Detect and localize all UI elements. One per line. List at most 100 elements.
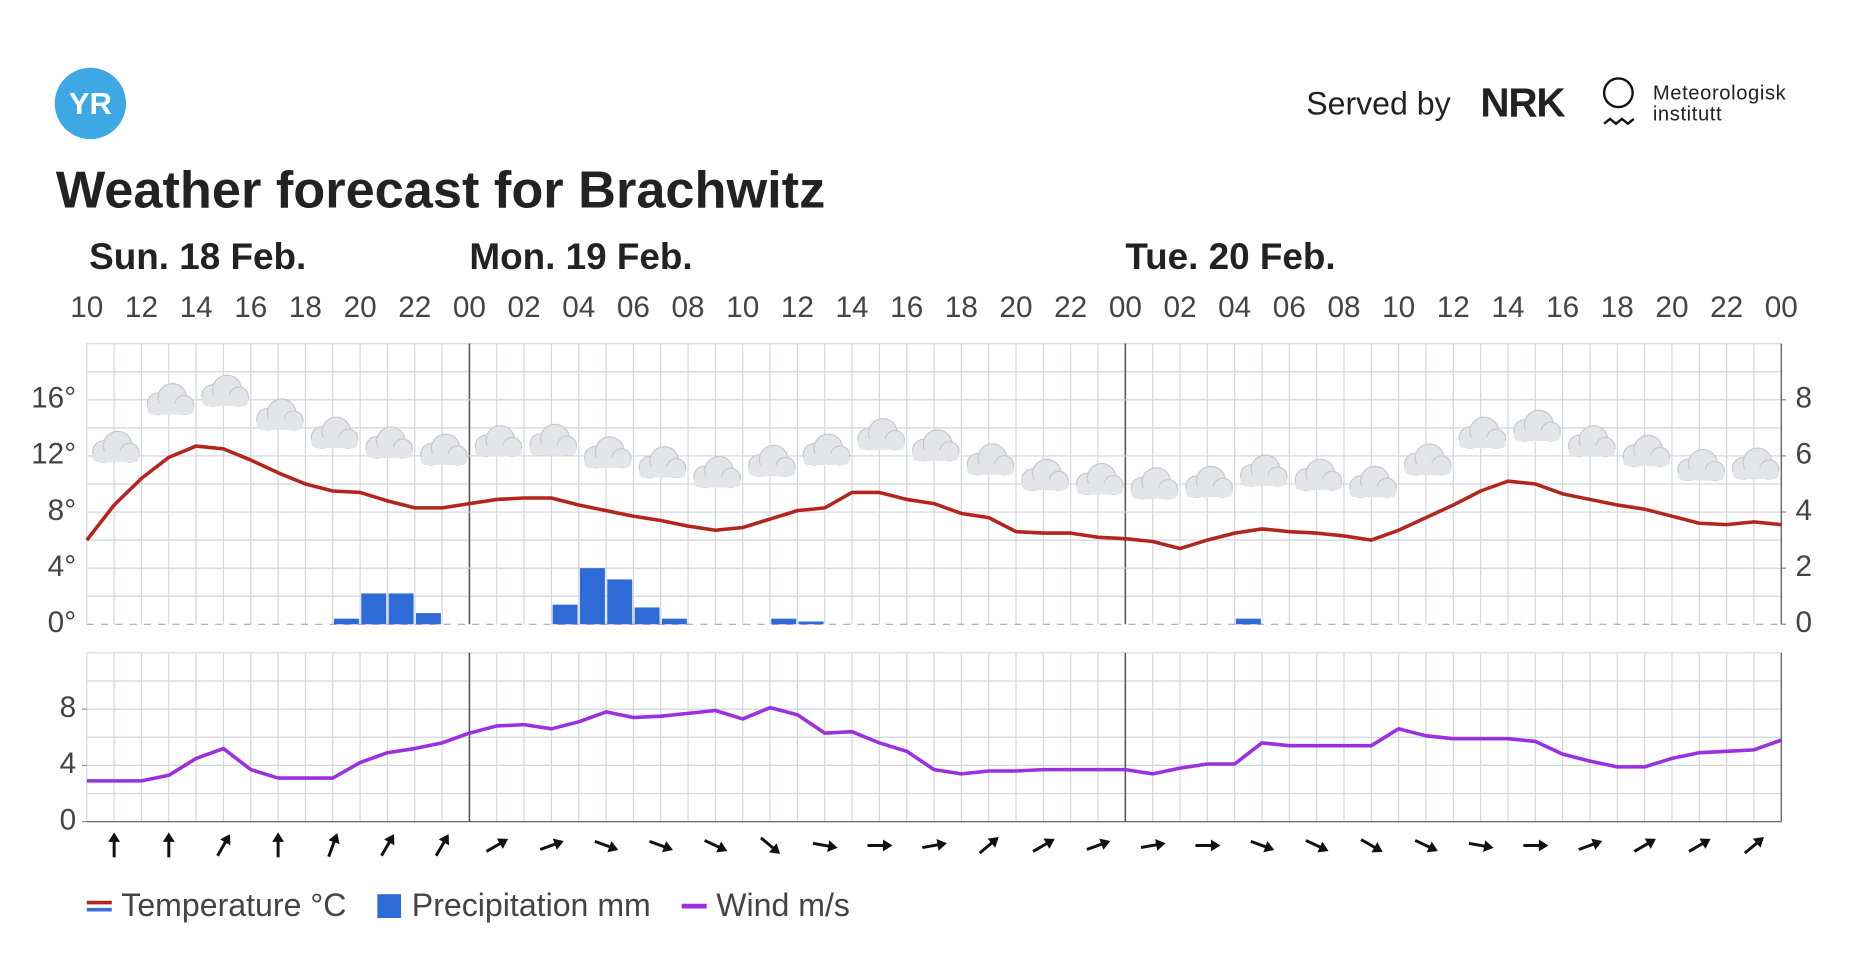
weather-icon	[1622, 434, 1671, 468]
cloud-part	[420, 454, 468, 466]
met-name: institutt	[1653, 104, 1722, 126]
day-label: Sun. 18 Feb.	[89, 236, 306, 277]
wind-arrow	[1743, 837, 1764, 855]
x-tick-label: 10	[70, 291, 103, 324]
weather-icon	[1021, 458, 1069, 491]
y2-tick-label: 4	[1796, 494, 1813, 527]
yr-logo: YR	[69, 86, 112, 121]
cloud-part	[1349, 486, 1397, 498]
precip-bar	[607, 579, 633, 625]
served-by: Served by	[1306, 85, 1451, 121]
arrow-head	[552, 838, 564, 850]
wind-arrow	[1414, 839, 1438, 853]
arrow-head	[662, 841, 674, 853]
cloud-part	[639, 466, 686, 478]
wind-arrow	[1633, 838, 1656, 853]
y2-tick-label: 0	[1796, 606, 1813, 639]
x-tick-label: 08	[672, 291, 705, 324]
weather-icon	[1076, 462, 1124, 496]
wind-arrow	[434, 834, 450, 857]
x-tick-label: 12	[781, 291, 814, 324]
wind-tick-label: 8	[60, 691, 77, 724]
weather-icon	[693, 455, 741, 489]
arrow-head	[987, 837, 999, 848]
precip-bar	[771, 618, 797, 625]
cloud-part	[1677, 469, 1725, 481]
weather-icon	[966, 443, 1015, 476]
weather-icon	[420, 433, 468, 466]
cloud-part	[1021, 479, 1069, 491]
day-label: Mon. 19 Feb.	[469, 236, 692, 277]
wind-arrow	[1305, 839, 1329, 853]
temperature-line	[85, 444, 1782, 551]
x-tick-label: 14	[180, 291, 213, 324]
cloud-part	[147, 403, 194, 415]
y-tick-label: 12°	[31, 438, 76, 471]
weather-icon	[1458, 416, 1507, 449]
arrow-head	[607, 841, 619, 853]
wind-arrow	[327, 833, 340, 858]
weather-icon	[857, 418, 905, 451]
arrow-head	[827, 840, 838, 852]
x-tick-label: 18	[945, 291, 978, 324]
cloud-part	[1623, 455, 1670, 467]
wind-arrow	[1468, 840, 1494, 852]
wind-arrow	[380, 834, 395, 857]
weather-icon	[1240, 454, 1288, 487]
cloud-part	[1732, 468, 1779, 480]
x-tick-label: 12	[125, 291, 158, 324]
arrow-head	[1317, 841, 1329, 853]
cloud-part	[967, 464, 1014, 475]
met-logo	[1602, 77, 1634, 109]
x-tick-label: 00	[1109, 291, 1142, 324]
x-tick-label: 10	[1382, 291, 1415, 324]
x-tick-label: 16	[234, 291, 267, 324]
legend-swatch	[377, 894, 402, 919]
wind-line	[86, 705, 1782, 783]
weather-icon	[365, 426, 414, 459]
arrow-head	[1699, 838, 1711, 849]
weather-icon	[638, 446, 687, 479]
arrow-head	[716, 841, 728, 853]
weather-icon	[1567, 425, 1616, 458]
x-tick-label: 22	[1054, 291, 1087, 324]
x-tick-label: 08	[1327, 291, 1360, 324]
weather-icon	[92, 430, 140, 463]
legend-label: Wind m/s	[716, 887, 850, 923]
weather-icon	[1403, 443, 1452, 476]
arrow-head	[384, 834, 395, 846]
arrow-head	[1043, 838, 1055, 849]
cloud-part	[1568, 445, 1615, 457]
wind-arrow	[1523, 839, 1549, 852]
cloud-part	[1513, 430, 1561, 442]
cloud-part	[748, 465, 796, 477]
legend-label: Temperature °C	[121, 887, 346, 923]
chart-title: Weather forecast for Brachwitz	[56, 162, 825, 220]
x-tick-label: 22	[1710, 291, 1743, 324]
cloud-part	[1076, 483, 1123, 495]
wind-arrow	[867, 839, 893, 852]
wind-arrow	[649, 840, 674, 853]
x-tick-label: 12	[1437, 291, 1470, 324]
x-tick-label: 04	[1218, 291, 1251, 324]
cloud-part	[1240, 475, 1287, 487]
cloud-part	[1295, 479, 1342, 491]
nrk-logo: NRK	[1480, 80, 1565, 126]
x-tick-label: 02	[1163, 291, 1196, 324]
wind-arrow	[1140, 838, 1166, 851]
arrow-head	[1644, 838, 1656, 849]
cloud-part	[311, 437, 358, 449]
arrow-head	[496, 838, 509, 849]
arrow-head	[1263, 841, 1275, 853]
cloud-part	[1404, 464, 1451, 475]
weather-icon	[1185, 465, 1233, 498]
cloud-part	[366, 447, 413, 459]
precip-bar	[661, 618, 687, 625]
weather-icon	[256, 398, 304, 431]
wind-arrow	[1032, 838, 1055, 853]
wind-arrow	[1195, 839, 1221, 852]
cloud-part	[256, 419, 304, 430]
weather-icon	[1349, 465, 1397, 498]
x-tick-label: 20	[344, 291, 377, 324]
